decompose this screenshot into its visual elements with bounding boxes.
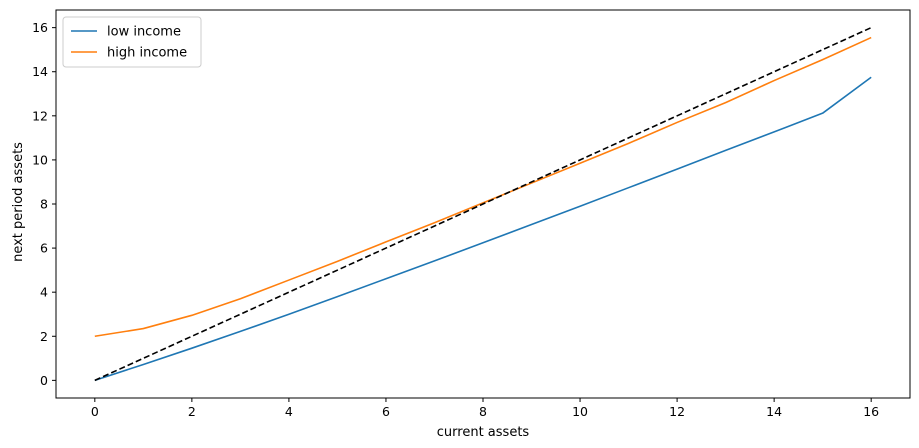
y-tick-label: 2	[40, 329, 48, 344]
x-tick-label: 14	[766, 404, 782, 419]
x-tick-label: 16	[863, 404, 879, 419]
y-tick-label: 14	[32, 64, 48, 79]
x-tick-label: 6	[382, 404, 390, 419]
legend: low income high income	[62, 16, 202, 68]
axes: 0 2 4 6 8 10 12 14 16 0 2 4 6 8 10 12 14 16	[32, 9, 911, 419]
x-axis-label: current assets	[437, 425, 530, 440]
series-line-low-income	[94, 76, 872, 382]
y-tick-label: 4	[40, 285, 48, 300]
x-tick-label: 4	[285, 404, 293, 419]
x-tick-label: 10	[572, 404, 588, 419]
plot-area	[94, 26, 872, 382]
x-tick-label: 2	[188, 404, 196, 419]
y-tick-label: 6	[40, 241, 48, 256]
y-tick-label: 0	[40, 373, 48, 388]
legend-label-low-income: low income	[107, 25, 181, 40]
y-tick-label: 8	[40, 197, 48, 212]
y-tick-label: 12	[32, 108, 48, 123]
legend-label-high-income: high income	[107, 46, 187, 61]
y-tick-label: 10	[32, 152, 48, 167]
x-tick-label: 12	[669, 404, 685, 419]
y-axis-label: next period assets	[11, 142, 26, 262]
x-tick-label: 8	[479, 404, 487, 419]
x-tick-label: 0	[91, 404, 99, 419]
series-line-high-income	[94, 36, 872, 338]
y-tick-label: 16	[32, 20, 48, 35]
legend-box	[62, 16, 202, 68]
series-line-reference	[94, 26, 872, 382]
